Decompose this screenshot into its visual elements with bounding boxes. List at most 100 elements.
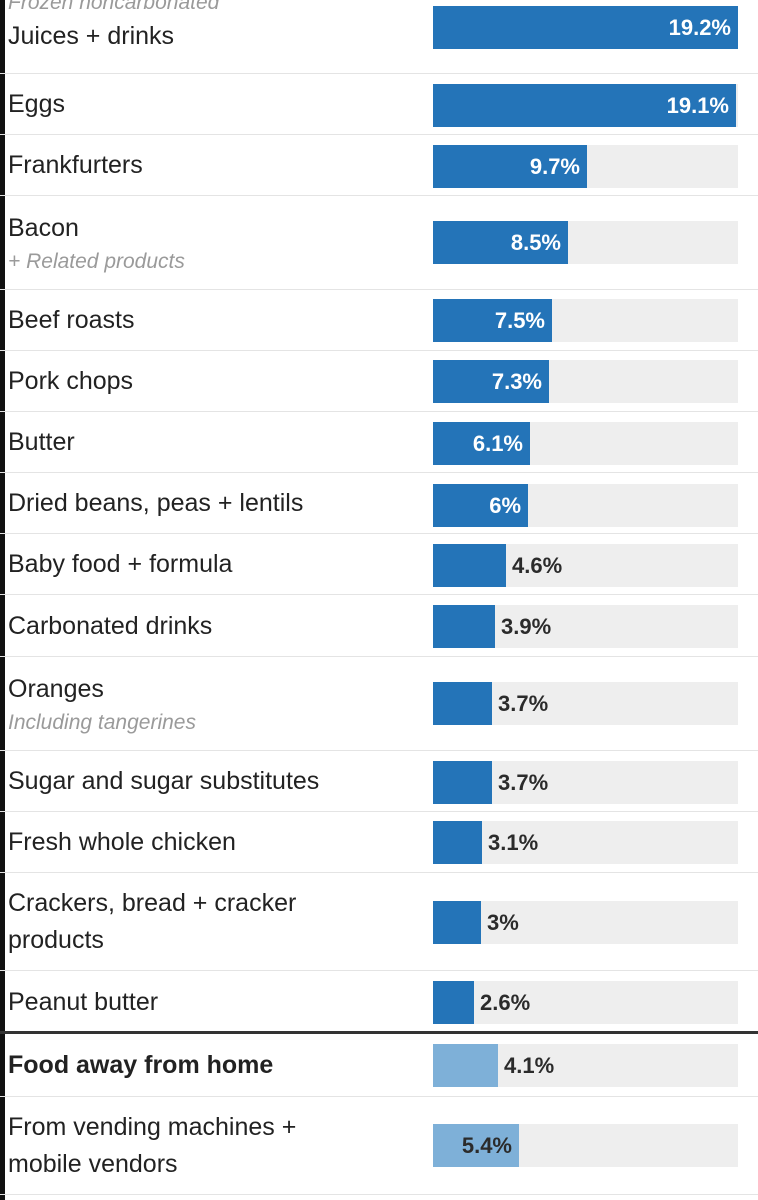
value-label: 2.6% — [480, 990, 531, 1015]
value-label: 3.9% — [501, 614, 552, 639]
bar-track: 6% — [433, 484, 738, 527]
value-label: 19.1% — [666, 93, 729, 118]
row-label-group: Peanut butter — [8, 971, 408, 1034]
category-label: Eggs — [8, 90, 65, 118]
row-label-group: Beef roasts — [8, 290, 408, 351]
bar — [433, 544, 506, 587]
row-label-group: Sugar and sugar substitutes — [8, 751, 408, 812]
chart-row: From vending machines + mobile vendors 5.… — [0, 1097, 758, 1195]
bar — [433, 360, 549, 403]
row-label-group: From vending machines + mobile vendors — [8, 1097, 408, 1195]
chart-row: Bacon + Related products 8.5% — [0, 196, 758, 290]
row-label-group: Fresh whole chicken — [8, 812, 408, 873]
chart-row: Oranges Including tangerines 3.7% — [0, 657, 758, 751]
value-label: 5.4% — [461, 1133, 512, 1158]
category-label: Dried beans, peas + lentils — [8, 489, 304, 517]
value-label: 8.5% — [510, 230, 561, 255]
chart-row: Beef roasts 7.5% — [0, 290, 758, 351]
value-label: 3.7% — [498, 770, 549, 795]
chart-row: Dried beans, peas + lentils 6% — [0, 473, 758, 534]
bar-track: 4.6% — [433, 544, 738, 587]
bar-track: 5.4% — [433, 1124, 738, 1167]
value-label: 6% — [489, 493, 521, 518]
category-label: Bacon — [8, 213, 79, 242]
bar-track: 7.3% — [433, 360, 738, 403]
bar — [433, 1124, 519, 1167]
category-label: Sugar and sugar substitutes — [8, 767, 320, 795]
bar-track: 9.7% — [433, 145, 738, 188]
row-label-group: Butter — [8, 412, 408, 473]
bar-track: 3.9% — [433, 605, 738, 648]
chart-row: Frankfurters 9.7% — [0, 135, 758, 196]
category-label: Fresh whole chicken — [8, 828, 236, 856]
category-label: Juices + drinks — [8, 22, 175, 50]
bar-track: 3.1% — [433, 821, 738, 864]
row-label-group: Bacon + Related products — [8, 196, 408, 290]
category-label: Crackers, bread + cracker products — [8, 889, 297, 954]
bar — [433, 84, 736, 127]
chart-row: Peanut butter 2.6% — [0, 971, 758, 1034]
category-note: + Related products — [8, 249, 185, 273]
bar-track: 3.7% — [433, 761, 738, 804]
value-label: 4.1% — [504, 1053, 555, 1078]
chart-row: Sugar and sugar substitutes 3.7% — [0, 751, 758, 812]
row-label-group: Dried beans, peas + lentils — [8, 473, 408, 534]
row-label-group: Baby food + formula — [8, 534, 408, 595]
bar — [433, 605, 495, 648]
bar — [433, 821, 482, 864]
bar — [433, 981, 474, 1024]
bar — [433, 682, 492, 725]
value-label: 3.1% — [488, 830, 539, 855]
row-label-group: Food away from home — [8, 1034, 408, 1097]
category-label: Beef roasts — [8, 306, 135, 334]
bar — [433, 145, 587, 188]
value-label: 19.2% — [668, 15, 731, 40]
row-label-group: Pork chops — [8, 351, 408, 412]
bar — [433, 1044, 498, 1087]
chart-row: Food away from home 4.1% — [0, 1034, 758, 1097]
category-label: Peanut butter — [8, 988, 159, 1016]
value-label: 4.6% — [512, 553, 563, 578]
row-label-group: Oranges Including tangerines — [8, 657, 408, 751]
bar — [433, 761, 492, 804]
category-label: Food away from home — [8, 1051, 274, 1079]
chart-row: Carbonated drinks 3.9% — [0, 595, 758, 657]
bar — [433, 484, 528, 527]
category-label: Oranges — [8, 674, 104, 703]
category-label: From vending machines + mobile vendors — [8, 1113, 297, 1178]
value-label: 6.1% — [472, 431, 523, 456]
bar-track: 2.6% — [433, 981, 738, 1024]
chart-row: Fresh whole chicken 3.1% — [0, 812, 758, 873]
bar-track: 8.5% — [433, 221, 738, 264]
value-label: 3% — [487, 910, 519, 935]
bar — [433, 221, 568, 264]
bar-track: 3% — [433, 901, 738, 944]
bar — [433, 299, 552, 342]
category-label: Carbonated drinks — [8, 611, 213, 640]
category-label: Frankfurters — [8, 151, 143, 179]
category-note: Including tangerines — [8, 710, 196, 734]
chart-row: Baby food + formula 4.6% — [0, 534, 758, 595]
bar — [433, 6, 738, 49]
row-label-group: Eggs — [8, 74, 408, 135]
row-label-group: Crackers, bread + cracker products — [8, 873, 408, 971]
category-label: Butter — [8, 428, 75, 456]
value-label: 9.7% — [529, 154, 580, 179]
value-label: 7.3% — [491, 369, 542, 394]
bar — [433, 901, 481, 944]
category-label: Baby food + formula — [8, 550, 233, 578]
value-label: 7.5% — [494, 308, 545, 333]
bar-track: 4.1% — [433, 1044, 738, 1087]
bar-track: 19.1% — [433, 84, 738, 127]
chart-row: Butter 6.1% — [0, 412, 758, 473]
bar — [433, 422, 530, 465]
row-label-group: Frankfurters — [8, 135, 408, 196]
chart-row: Juices + drinks Frozen noncarbonated 19.2% — [0, 0, 758, 74]
chart-row: Eggs 19.1% — [0, 74, 758, 135]
bar-track: 7.5% — [433, 299, 738, 342]
bar-track: 19.2% — [433, 6, 738, 49]
category-note: Frozen noncarbonated — [8, 0, 220, 14]
category-label: Pork chops — [8, 367, 134, 395]
left-edge-rule — [0, 0, 5, 1200]
